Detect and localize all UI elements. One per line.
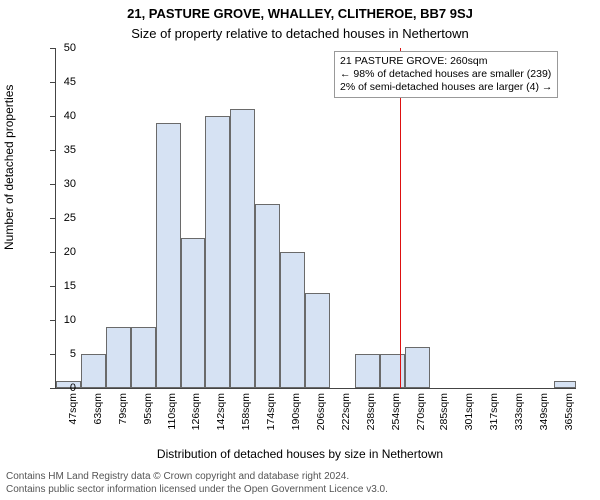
x-tick-label: 285sqm	[438, 393, 450, 430]
annotation-line-3: 2% of semi-detached houses are larger (4…	[340, 81, 552, 94]
x-tick-label: 317sqm	[488, 393, 500, 430]
x-tick-label: 301sqm	[463, 393, 475, 430]
x-tick-label: 270sqm	[415, 393, 427, 430]
x-tick-label: 254sqm	[390, 393, 402, 430]
x-tick-label: 190sqm	[290, 393, 302, 430]
footer-line-2: Contains public sector information licen…	[6, 484, 388, 497]
footer-line-1: Contains HM Land Registry data © Crown c…	[6, 471, 388, 484]
x-tick-label: 174sqm	[265, 393, 277, 430]
histogram-bar	[230, 109, 255, 388]
x-tick-label: 126sqm	[190, 393, 202, 430]
y-tick-mark	[50, 286, 55, 287]
x-tick-label: 142sqm	[215, 393, 227, 430]
x-tick-label: 158sqm	[240, 393, 252, 430]
y-tick-mark	[50, 218, 55, 219]
y-tick-mark	[50, 82, 55, 83]
annotation-line-2: ← 98% of detached houses are smaller (23…	[340, 68, 552, 81]
histogram-bar	[405, 347, 430, 388]
histogram-bar	[305, 293, 330, 388]
histogram-bar	[81, 354, 106, 388]
x-tick-label: 110sqm	[166, 393, 178, 430]
x-axis-label: Distribution of detached houses by size …	[0, 447, 600, 461]
histogram-bar	[156, 123, 181, 388]
x-tick-label: 365sqm	[563, 393, 575, 430]
histogram-bar	[280, 252, 305, 388]
y-tick-mark	[50, 184, 55, 185]
plot-area: 21 PASTURE GROVE: 260sqm← 98% of detache…	[55, 48, 576, 389]
y-tick-mark	[50, 320, 55, 321]
annotation-box: 21 PASTURE GROVE: 260sqm← 98% of detache…	[334, 51, 558, 98]
figure-title-address: 21, PASTURE GROVE, WHALLEY, CLITHEROE, B…	[0, 6, 600, 21]
x-tick-label: 333sqm	[513, 393, 525, 430]
histogram-bar	[355, 354, 380, 388]
y-tick-mark	[50, 388, 55, 389]
y-tick-mark	[50, 354, 55, 355]
y-tick-mark	[50, 252, 55, 253]
x-tick-label: 206sqm	[315, 393, 327, 430]
x-tick-label: 222sqm	[340, 393, 352, 430]
histogram-bar	[131, 327, 156, 388]
y-axis-label: Number of detached properties	[2, 85, 16, 250]
histogram-bar	[106, 327, 131, 388]
x-tick-label: 63sqm	[92, 393, 104, 425]
figure: 21, PASTURE GROVE, WHALLEY, CLITHEROE, B…	[0, 0, 600, 500]
figure-footer: Contains HM Land Registry data © Crown c…	[6, 471, 388, 496]
reference-line	[400, 48, 401, 388]
figure-title-description: Size of property relative to detached ho…	[0, 26, 600, 41]
x-tick-label: 238sqm	[365, 393, 377, 430]
annotation-line-1: 21 PASTURE GROVE: 260sqm	[340, 55, 552, 68]
x-tick-label: 95sqm	[142, 393, 154, 425]
histogram-bar	[205, 116, 230, 388]
y-tick-mark	[50, 116, 55, 117]
x-tick-label: 79sqm	[117, 393, 129, 425]
histogram-bar	[554, 381, 576, 388]
x-tick-label: 349sqm	[538, 393, 550, 430]
histogram-bar	[255, 204, 280, 388]
y-tick-mark	[50, 150, 55, 151]
y-tick-mark	[50, 48, 55, 49]
x-tick-label: 47sqm	[67, 393, 79, 425]
histogram-bar	[181, 238, 206, 388]
